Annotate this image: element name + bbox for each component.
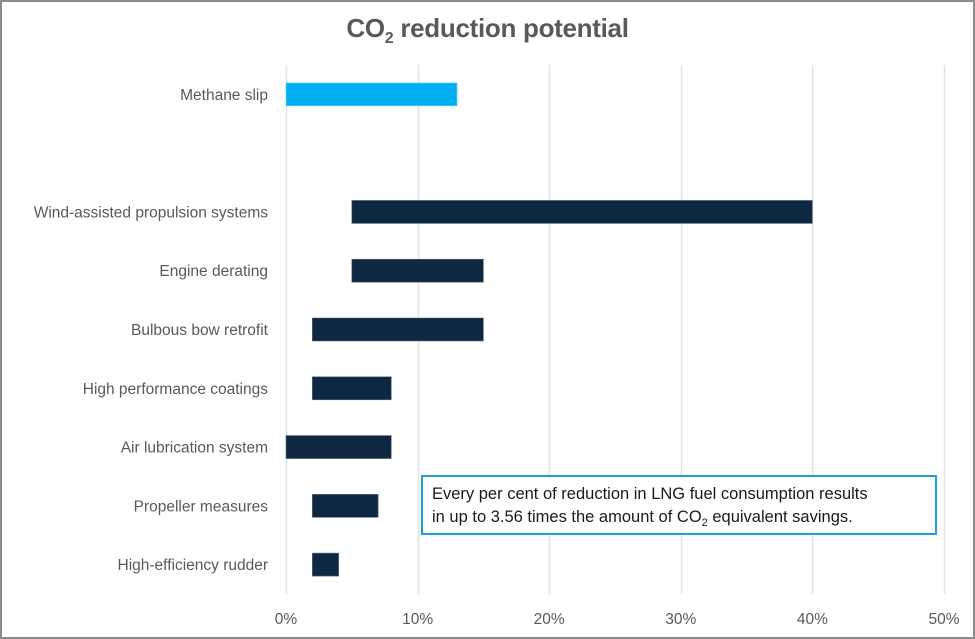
x-tick-label: 30%	[665, 611, 696, 628]
x-tick-label: 50%	[928, 611, 959, 628]
category-label: High-efficiency rudder	[118, 557, 268, 574]
bar-bulbous-bow-retrofit	[312, 317, 484, 342]
title-text-rest: reduction potential	[393, 13, 629, 43]
bar-wind-assisted-propulsion-systems	[351, 200, 813, 224]
annotation-subscript: 2	[701, 517, 708, 529]
category-label: Wind-assisted propulsion systems	[34, 204, 269, 221]
x-tick-label: 40%	[797, 611, 828, 628]
title-text: CO	[346, 13, 385, 43]
x-tick-label: 0%	[275, 611, 298, 628]
x-tick-label: 20%	[534, 611, 565, 628]
category-label: Air lubrication system	[121, 440, 268, 457]
category-label: High performance coatings	[83, 381, 268, 398]
x-tick-label: 10%	[402, 611, 433, 628]
bar-methane-slip	[285, 82, 458, 107]
title-subscript: 2	[384, 30, 394, 47]
category-label: Propeller measures	[134, 498, 269, 515]
annotation-text-rest: equivalent savings.	[707, 508, 853, 526]
chart-title: CO2 reduction potential	[0, 13, 975, 47]
bar-high-performance-coatings	[312, 376, 392, 401]
bar-propeller-measures	[312, 494, 379, 518]
annotation-line-2: in up to 3.56 times the amount of CO2 eq…	[432, 506, 935, 529]
bar-high-efficiency-rudder	[312, 552, 339, 577]
category-label: Bulbous bow retrofit	[131, 322, 269, 339]
bar-air-lubrication-system	[285, 435, 392, 459]
annotation-box: Every per cent of reduction in LNG fuel …	[421, 475, 937, 535]
category-label: Methane slip	[180, 87, 268, 104]
annotation-text: in up to 3.56 times the amount of CO	[432, 508, 702, 526]
annotation-line-1: Every per cent of reduction in LNG fuel …	[432, 485, 868, 503]
bar-engine-derating	[351, 258, 484, 283]
category-label: Engine derating	[159, 263, 268, 280]
